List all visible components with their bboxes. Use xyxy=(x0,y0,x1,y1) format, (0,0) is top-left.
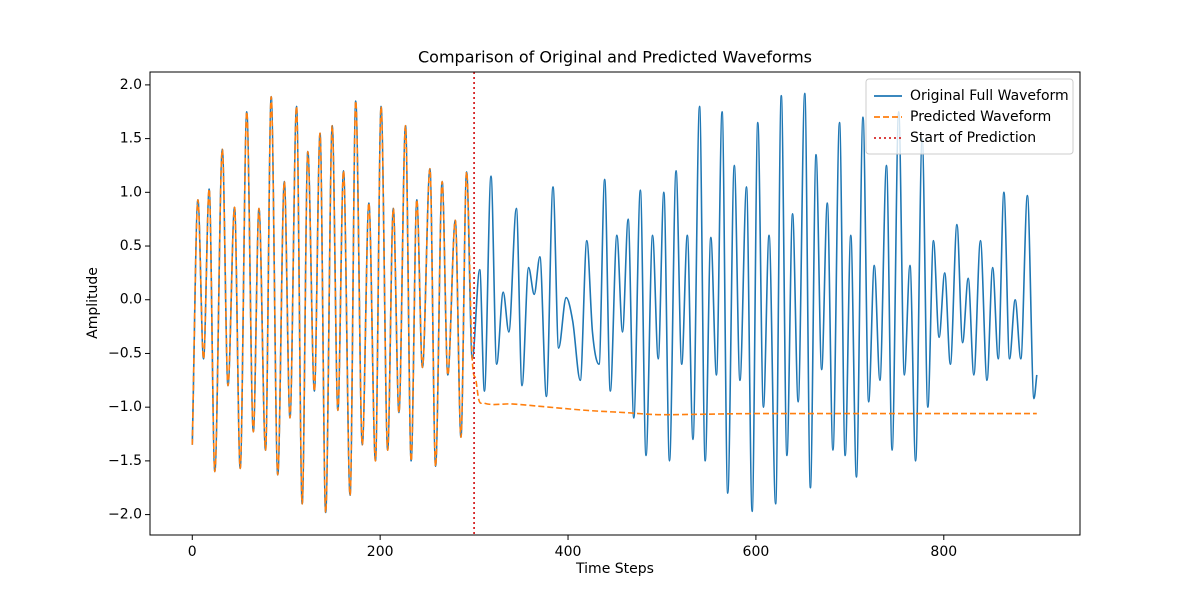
legend-box xyxy=(865,78,1074,155)
y-tick-label: −0.5 xyxy=(108,345,142,361)
series-line xyxy=(191,95,1037,514)
x-tick-label: 800 xyxy=(930,544,957,560)
plot-frame xyxy=(149,71,1081,536)
legend-label: Start of Prediction xyxy=(910,130,1036,146)
series-line xyxy=(191,92,1038,514)
y-tick-label: 1.5 xyxy=(120,131,142,147)
x-tick-label: 400 xyxy=(555,544,582,560)
x-tick-label: 200 xyxy=(367,544,394,560)
y-axis-label: Amplitude xyxy=(85,267,101,339)
x-tick-label: 600 xyxy=(743,544,770,560)
y-tick-label: 0.0 xyxy=(120,292,142,308)
y-tick-label: 0.5 xyxy=(120,238,142,254)
legend-label: Predicted Waveform xyxy=(910,109,1051,125)
legend-label: Original Full Waveform xyxy=(910,88,1069,104)
y-tick-label: 1.0 xyxy=(120,184,142,200)
y-tick-label: 2.0 xyxy=(120,77,142,93)
y-tick-label: −1.5 xyxy=(108,453,142,469)
x-axis-label: Time Steps xyxy=(575,561,654,577)
x-tick-label: 0 xyxy=(188,544,197,560)
y-tick-label: −1.0 xyxy=(108,399,142,415)
chart-title: Comparison of Original and Predicted Wav… xyxy=(418,48,812,67)
y-tick-label: −2.0 xyxy=(108,507,142,523)
